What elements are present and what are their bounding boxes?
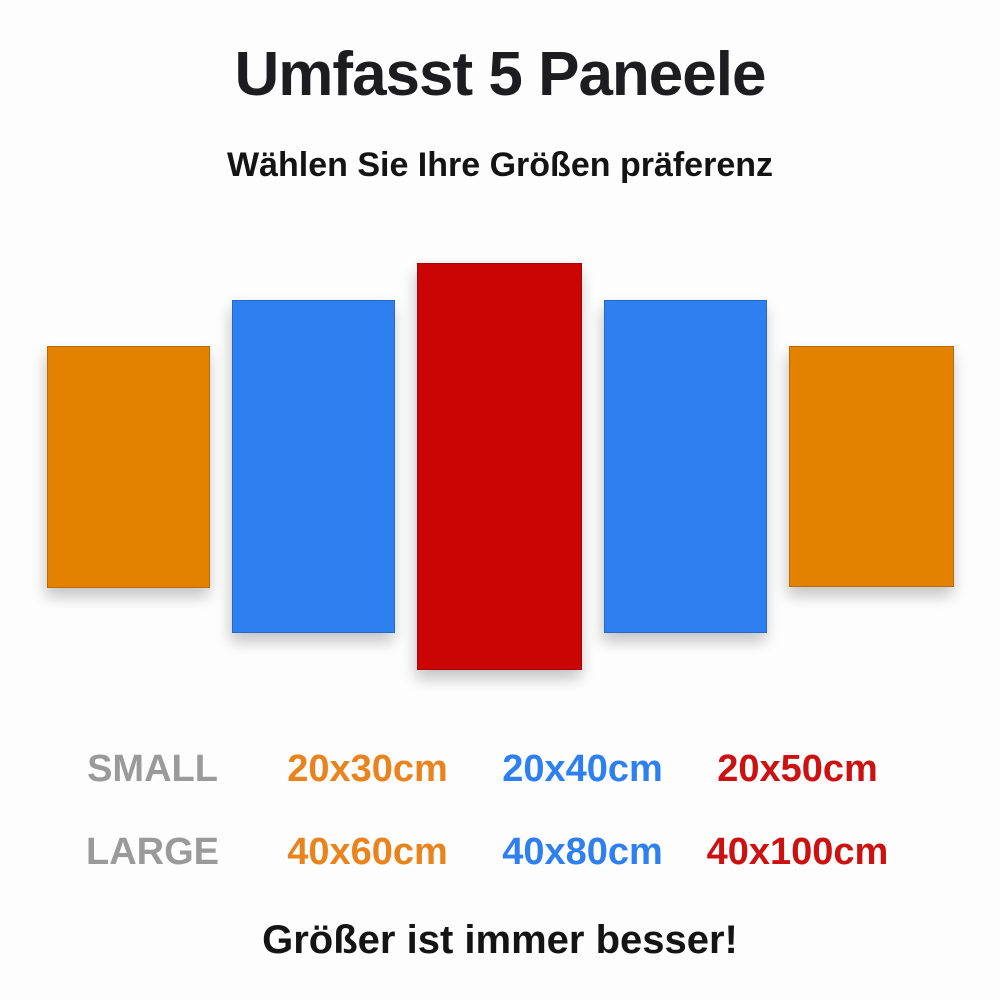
size-option-large-blue: 40x80cm	[502, 831, 663, 873]
size-option-small-orange: 20x30cm	[287, 748, 448, 790]
row-label-small: SMALL	[87, 748, 218, 790]
orange-panel-left	[46, 345, 210, 588]
size-row-large: LARGE 40x60cm 40x80cm 40x100cm	[45, 831, 955, 873]
page-subtitle: Wählen Sie Ihre Größen präferenz	[226, 146, 773, 184]
size-row-small: SMALL 20x30cm 20x40cm 20x50cm	[45, 748, 955, 790]
size-table: SMALL 20x30cm 20x40cm 20x50cm LARGE 40x6…	[45, 748, 955, 914]
blue-panel-right	[603, 300, 767, 633]
size-option-small-red: 20x50cm	[717, 748, 878, 790]
row-label-large: LARGE	[86, 831, 219, 873]
blue-panel-left	[231, 300, 395, 633]
orange-panel-right	[788, 346, 954, 587]
page-title: Umfasst 5 Paneele	[234, 40, 767, 109]
footer-tagline: Größer ist immer besser!	[262, 918, 738, 962]
size-option-small-blue: 20x40cm	[502, 748, 663, 790]
red-panel-center	[416, 263, 582, 670]
size-option-large-orange: 40x60cm	[287, 831, 448, 873]
size-option-large-red: 40x100cm	[706, 831, 889, 873]
panel-preview	[0, 263, 1000, 670]
